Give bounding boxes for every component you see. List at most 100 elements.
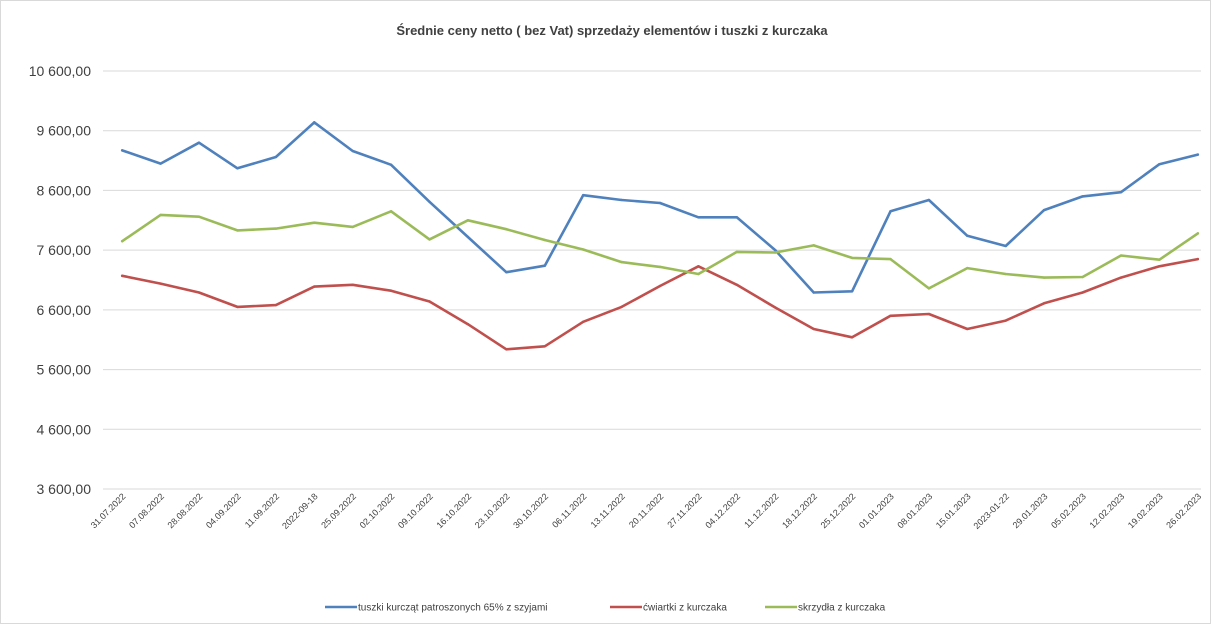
data-point bbox=[1119, 191, 1123, 194]
x-tick-label: 13.11.2022 bbox=[589, 491, 627, 529]
data-point bbox=[1158, 162, 1161, 166]
data-point bbox=[889, 314, 892, 318]
x-tick-label: 04.09.2022 bbox=[204, 491, 243, 530]
data-point bbox=[1081, 291, 1084, 294]
x-tick-label: 29.01.2023 bbox=[1011, 491, 1050, 530]
data-point bbox=[850, 290, 854, 293]
data-point bbox=[313, 121, 316, 124]
data-point bbox=[966, 266, 969, 270]
x-tick-label: 01.01.2023 bbox=[857, 491, 896, 530]
data-point bbox=[774, 306, 777, 309]
data-point bbox=[697, 272, 700, 276]
data-point bbox=[428, 238, 431, 241]
data-point bbox=[658, 284, 662, 288]
data-point bbox=[774, 248, 777, 252]
data-point bbox=[313, 221, 316, 224]
data-point bbox=[543, 238, 546, 242]
data-point bbox=[236, 305, 239, 309]
data-point bbox=[389, 289, 393, 292]
x-tick-label: 06.11.2022 bbox=[550, 491, 588, 529]
data-point bbox=[389, 163, 393, 166]
x-tick-label: 16.10.2022 bbox=[434, 491, 473, 530]
y-tick-label: 5 600,00 bbox=[37, 362, 92, 378]
data-point bbox=[850, 256, 854, 260]
data-point bbox=[543, 345, 546, 348]
data-point bbox=[236, 167, 239, 170]
y-tick-label: 4 600,00 bbox=[37, 421, 92, 437]
x-tick-label: 2023-01-22 bbox=[972, 491, 1012, 531]
data-point bbox=[927, 312, 931, 316]
data-point bbox=[581, 194, 585, 197]
series-lines bbox=[120, 121, 1200, 351]
data-point bbox=[620, 198, 623, 202]
data-point bbox=[1196, 232, 1199, 235]
legend-label: ćwiartki z kurczaka bbox=[643, 603, 727, 614]
y-axis-ticks: 3 600,00 4 600,00 5 600,00 6 600,00 7 600,00… bbox=[29, 63, 92, 497]
data-point bbox=[351, 149, 354, 153]
data-point bbox=[197, 291, 201, 294]
y-tick-label: 8 600,00 bbox=[37, 182, 92, 198]
y-tick-label: 9 600,00 bbox=[37, 123, 92, 139]
data-point bbox=[274, 227, 278, 230]
x-tick-label: 08.01.2023 bbox=[895, 491, 934, 530]
data-point bbox=[274, 303, 278, 307]
x-tick-label: 28.08.2022 bbox=[166, 491, 205, 530]
x-tick-label: 2022-09-18 bbox=[280, 491, 320, 531]
data-point bbox=[812, 327, 815, 331]
data-point bbox=[466, 322, 470, 326]
data-point bbox=[121, 239, 124, 243]
data-point bbox=[735, 250, 739, 254]
data-point bbox=[159, 213, 162, 217]
data-point bbox=[1004, 244, 1007, 248]
data-point bbox=[159, 162, 162, 165]
data-point bbox=[889, 257, 892, 261]
y-tick-label: 3 600,00 bbox=[37, 481, 92, 497]
x-tick-label: 02.10.2022 bbox=[358, 491, 397, 530]
data-point bbox=[774, 251, 777, 254]
data-point bbox=[1004, 319, 1007, 322]
y-tick-label: 10 600,00 bbox=[29, 63, 91, 79]
data-point bbox=[1081, 195, 1084, 198]
data-point bbox=[1081, 275, 1084, 279]
data-point bbox=[1158, 265, 1161, 268]
data-point bbox=[466, 235, 470, 239]
data-point bbox=[697, 265, 700, 268]
x-tick-label: 05.02.2023 bbox=[1049, 491, 1088, 530]
data-point bbox=[850, 336, 854, 339]
x-tick-label: 04.12.2022 bbox=[703, 491, 742, 530]
x-tick-label: 07.08.2022 bbox=[127, 491, 166, 530]
x-axis-ticks: 31.07.2022 07.08.2022 28.08.2022 04.09.2022… bbox=[89, 491, 1204, 531]
x-tick-label: 25.09.2022 bbox=[319, 491, 358, 530]
data-point bbox=[620, 260, 623, 264]
data-point bbox=[1004, 272, 1007, 276]
data-point bbox=[658, 265, 662, 269]
data-point bbox=[1119, 254, 1123, 257]
series-line-2 bbox=[120, 257, 1200, 351]
y-tick-label: 6 600,00 bbox=[37, 302, 92, 318]
data-point bbox=[812, 244, 815, 247]
data-point bbox=[505, 271, 508, 274]
data-point bbox=[735, 283, 739, 286]
data-point bbox=[466, 219, 470, 222]
data-point bbox=[313, 285, 316, 288]
y-tick-label: 7 600,00 bbox=[37, 242, 92, 258]
data-point bbox=[351, 225, 354, 229]
data-point bbox=[428, 300, 431, 303]
data-point bbox=[1119, 276, 1123, 279]
x-tick-label: 12.02.2023 bbox=[1087, 491, 1126, 530]
legend-item-1: tuszki kurcząt patroszonych 65% z szyjam… bbox=[325, 603, 548, 614]
x-tick-label: 31.07.2022 bbox=[89, 491, 128, 530]
legend-label: tuszki kurcząt patroszonych 65% z szyjam… bbox=[358, 603, 548, 614]
x-tick-label: 11.12.2022 bbox=[742, 491, 780, 529]
data-point bbox=[1196, 257, 1199, 261]
data-point bbox=[274, 155, 278, 159]
data-point bbox=[812, 291, 815, 294]
data-point bbox=[1042, 302, 1046, 305]
legend-item-2: ćwiartki z kurczaka bbox=[610, 603, 727, 614]
data-point bbox=[121, 149, 124, 152]
data-point bbox=[658, 201, 662, 205]
data-point bbox=[543, 264, 546, 267]
data-point bbox=[581, 320, 585, 323]
